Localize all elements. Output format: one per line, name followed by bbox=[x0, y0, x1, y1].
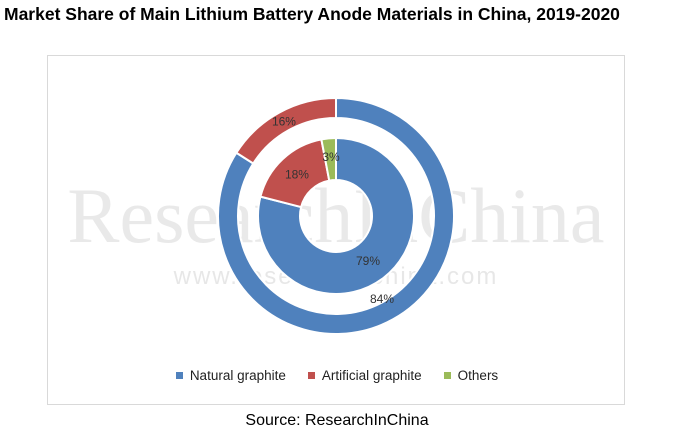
legend-item: Others bbox=[443, 368, 499, 383]
legend-label: Others bbox=[457, 368, 499, 383]
inner-slice-others bbox=[320, 136, 337, 182]
doughnut-chart: ResearchInChinawww.researchinchina.com 8… bbox=[67, 96, 605, 335]
outer-slice-natural-graphite bbox=[217, 96, 455, 335]
outer-slice-artificial-graphite bbox=[234, 96, 337, 165]
chart-rings bbox=[217, 96, 455, 335]
chart-frame: ResearchInChinawww.researchinchina.com 8… bbox=[47, 55, 625, 405]
source-caption: Source: ResearchInChina bbox=[245, 412, 429, 429]
legend-swatch bbox=[443, 372, 451, 379]
chart-title: Market Share of Main Lithium Battery Ano… bbox=[4, 4, 620, 24]
inner-label-artificial-graphite: 18% bbox=[285, 167, 309, 181]
legend-item: Artificial graphite bbox=[307, 368, 422, 383]
legend-swatch bbox=[307, 372, 315, 379]
outer-label-artificial-graphite: 16% bbox=[272, 114, 296, 128]
legend-label: Artificial graphite bbox=[321, 368, 422, 383]
chart-labels: 84% 16% 79% 18% 3% bbox=[272, 114, 394, 306]
inner-label-natural-graphite: 79% bbox=[356, 254, 380, 268]
legend-item: Natural graphite bbox=[175, 368, 286, 383]
outer-label-natural-graphite: 84% bbox=[370, 292, 394, 306]
legend-label: Natural graphite bbox=[189, 368, 286, 383]
watermark-brand: ResearchInChina bbox=[67, 172, 604, 259]
legend-swatch bbox=[175, 372, 183, 379]
inner-label-others: 3% bbox=[322, 150, 340, 164]
chart-legend: Natural graphite Artificial graphite Other… bbox=[48, 368, 626, 383]
inner-slice-natural-graphite bbox=[257, 136, 415, 295]
